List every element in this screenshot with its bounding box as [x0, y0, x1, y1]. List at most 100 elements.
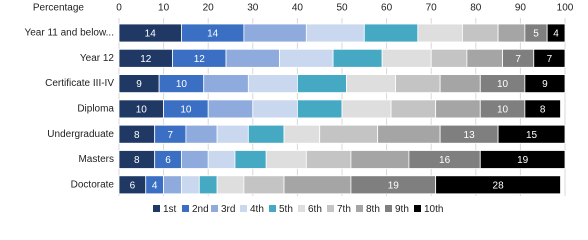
x-tick-label: 0 — [116, 3, 122, 14]
bar-segment — [417, 23, 463, 43]
bar-segment — [430, 48, 468, 68]
data-label: 10 — [136, 105, 148, 116]
bar-segment — [207, 150, 236, 169]
legend-label: 7th — [337, 204, 351, 215]
legend-label: 9th — [395, 204, 409, 215]
bar-segment — [283, 175, 352, 195]
bar-segment — [252, 99, 298, 119]
legend-swatch — [153, 205, 160, 212]
data-label: 7 — [168, 130, 174, 141]
data-label: 8 — [134, 130, 140, 141]
bar-segment — [225, 48, 280, 68]
x-tick-label: 40 — [292, 3, 304, 14]
bar-segment — [462, 23, 499, 43]
legend-label: 6th — [308, 204, 322, 215]
data-label: 12 — [140, 54, 152, 65]
bar-segment — [296, 74, 347, 93]
bar-segment — [346, 74, 396, 93]
bar-segment — [243, 23, 307, 43]
bar-segment — [377, 124, 441, 144]
bar-segment — [524, 99, 561, 119]
data-label: 10 — [497, 105, 509, 116]
bar-segment — [305, 23, 365, 43]
x-tick-label: 100 — [557, 3, 574, 14]
data-label: 12 — [194, 54, 206, 65]
bar-segment — [305, 150, 352, 169]
bar-segment — [497, 124, 566, 144]
data-label: 4 — [553, 29, 559, 40]
bar-segment — [497, 23, 526, 43]
x-tick-label: 20 — [203, 3, 215, 14]
bar-segment — [319, 124, 379, 144]
bar-segment — [466, 48, 503, 68]
data-label: 14 — [207, 29, 219, 40]
bar-segment — [247, 124, 285, 144]
x-tick-label: 80 — [470, 3, 482, 14]
bar-segment — [381, 48, 432, 68]
bar-segment — [341, 99, 392, 119]
bar-segment — [395, 74, 441, 93]
y-tick-label: Undergraduate — [47, 129, 114, 140]
bar-segment — [546, 23, 566, 43]
data-label: 10 — [176, 79, 188, 90]
legend-label: 5th — [279, 204, 293, 215]
legend-label: 10th — [424, 204, 443, 215]
bar-segment — [390, 99, 437, 119]
x-tick-label: 70 — [426, 3, 438, 14]
bar-segment — [203, 74, 249, 93]
bar-segment — [296, 99, 343, 119]
x-tick-label: 10 — [158, 3, 170, 14]
y-tick-label: Year 11 and below... — [24, 28, 114, 39]
bar-segment — [216, 124, 249, 144]
chart: Percentage 0 10 20 30 40 50 60 70 80 90 100 Year 11… — [24, 3, 574, 216]
bar-segment — [332, 48, 383, 68]
bar-segment — [265, 150, 307, 169]
data-label: 9 — [542, 79, 548, 90]
axis-title: Percentage — [33, 3, 85, 14]
bar-segment — [181, 175, 200, 195]
bar-segment — [163, 175, 182, 195]
data-label: 8 — [134, 155, 140, 166]
data-label: 28 — [493, 180, 505, 191]
x-tick-label: 90 — [515, 3, 527, 14]
bar-segment — [479, 150, 566, 169]
bar-segment — [533, 48, 566, 68]
legend-label: 2nd — [192, 204, 209, 215]
x-tick-label: 50 — [336, 3, 348, 14]
legend-label: 8th — [366, 204, 380, 215]
bar-segment — [524, 74, 566, 93]
bar-segment — [216, 175, 245, 195]
data-label: 16 — [439, 155, 451, 166]
bar-segment — [207, 99, 254, 119]
data-label: 4 — [152, 180, 158, 191]
legend-label: 3rd — [221, 204, 235, 215]
bar-segment — [435, 99, 481, 119]
data-label: 10 — [180, 105, 192, 116]
y-tick-label: Doctorate — [71, 179, 115, 190]
data-label: 7 — [547, 54, 553, 65]
bar-segment — [435, 175, 561, 195]
data-label: 14 — [145, 29, 157, 40]
bar-segment — [185, 124, 218, 144]
y-tick-label: Masters — [78, 154, 114, 165]
data-label: 6 — [165, 155, 171, 166]
data-label: 10 — [497, 79, 509, 90]
data-label: 8 — [540, 105, 546, 116]
x-tick-label: 60 — [381, 3, 393, 14]
y-tick-label: Certificate III-IV — [45, 78, 114, 89]
legend-swatch — [240, 205, 247, 212]
legend-swatch — [211, 205, 218, 212]
legend-swatch — [385, 205, 392, 212]
y-tick-label: Year 12 — [80, 53, 115, 64]
legend-swatch — [269, 205, 276, 212]
legend-swatch — [182, 205, 189, 212]
bar-segment — [198, 175, 218, 195]
legend-swatch — [327, 205, 334, 212]
bar-segment — [350, 150, 410, 169]
bar-segment — [247, 74, 298, 93]
legend-swatch — [298, 205, 305, 212]
legend-swatch — [414, 205, 421, 212]
x-tick-label: 30 — [247, 3, 259, 14]
bar-segment — [283, 124, 321, 144]
bar-segment — [181, 150, 209, 169]
